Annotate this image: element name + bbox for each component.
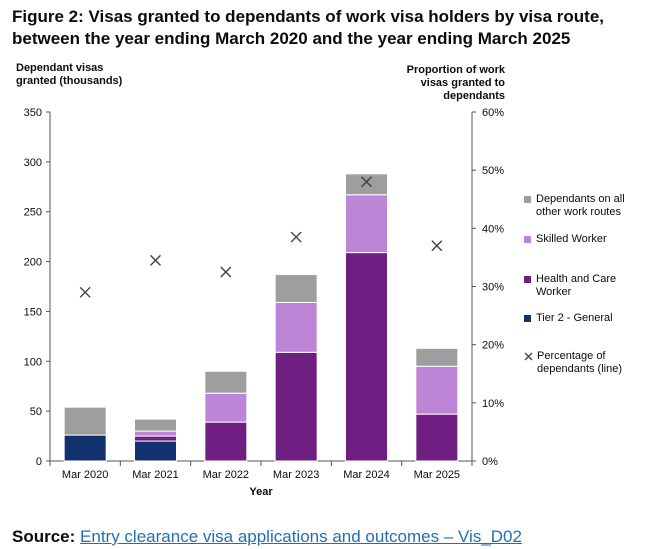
bar-segment-other-work-routes	[63, 406, 107, 436]
legend-item-skilled-worker: Skilled Worker	[524, 233, 607, 246]
line-marker-x	[290, 231, 302, 243]
x-tick-label: Mar 2025	[414, 469, 460, 481]
bar-segment-health-and-care	[134, 435, 177, 442]
legend-label-percentage-line: Percentage of dependants (line)	[537, 350, 623, 375]
bar-segment-other-work-routes	[204, 370, 248, 394]
y-tick-label: 50	[30, 406, 42, 418]
legend-label-other-work-routes: Dependants on all other work routes	[536, 193, 625, 218]
legend-item-other-work-routes: Dependants on all other work routes	[524, 193, 644, 219]
bar-segment-other-work-routes	[345, 173, 388, 196]
legend-label-health-and-care: Health and Care Worker	[536, 273, 617, 298]
line-marker-x	[220, 266, 232, 278]
legend-label-skilled-worker: Skilled Worker	[536, 233, 607, 245]
x-tick-label: Mar 2020	[62, 469, 108, 481]
line-marker-x	[431, 240, 443, 252]
y2-tick-label: 30%	[482, 282, 504, 294]
source-link[interactable]: Entry clearance visa applications and ou…	[80, 527, 522, 546]
x-tick-label: Mar 2024	[343, 469, 389, 481]
y-tick-label: 100	[24, 356, 42, 368]
y-tick-label: 200	[24, 257, 42, 269]
legend-swatch-other-work-routes	[524, 196, 531, 203]
legend-item-health-and-care: Health and Care Worker	[524, 273, 644, 299]
x-axis-label: Year	[249, 486, 273, 498]
x-tick-label: Mar 2021	[132, 469, 178, 481]
bar-segment-skilled-worker	[274, 301, 318, 353]
bar-segment-skilled-worker	[345, 194, 388, 254]
y2-tick-label: 40%	[482, 223, 504, 235]
y-tick-label: 150	[24, 306, 42, 318]
legend-swatch-tier2-general	[524, 315, 531, 322]
line-marker-x	[361, 176, 372, 188]
legend-swatch-skilled-worker	[524, 236, 531, 243]
y2-tick-label: 0%	[482, 456, 498, 468]
y2-tick-label: 20%	[482, 340, 504, 352]
line-marker-x	[79, 286, 91, 298]
legend-label-tier2-general: Tier 2 - General	[536, 312, 613, 324]
bar-segment-skilled-worker	[415, 365, 459, 415]
legend-item-percentage-line: Percentage of dependants (line)	[524, 350, 644, 376]
legend-swatch-health-and-care	[524, 276, 531, 283]
source-note: Source: Entry clearance visa application…	[12, 526, 522, 548]
bar-segment-health-and-care	[274, 351, 318, 462]
y2-tick-label: 50%	[482, 165, 504, 177]
y-tick-label: 250	[24, 207, 42, 219]
y-tick-label: 300	[24, 157, 42, 169]
legend-item-tier2-general: Tier 2 - General	[524, 312, 613, 325]
bar-segment-health-and-care	[204, 421, 248, 462]
chart-title: Figure 2: Visas granted to dependants of…	[12, 7, 605, 48]
source-label: Source:	[12, 527, 76, 546]
y2-tick-label: 60%	[482, 107, 504, 119]
y-axis-label-left: Dependant visas granted (thousands)	[16, 62, 123, 87]
x-tick-label: Mar 2022	[203, 469, 249, 481]
bar-segment-skilled-worker	[204, 392, 248, 423]
bar-segment-tier2-general	[134, 440, 177, 462]
y-tick-label: 350	[24, 107, 42, 119]
line-marker-x	[150, 254, 161, 266]
x-tick-label: Mar 2023	[273, 469, 319, 481]
bar-segment-other-work-routes	[134, 418, 177, 432]
bar-segment-health-and-care	[415, 413, 459, 462]
bar-segment-skilled-worker	[134, 430, 177, 437]
bar-segment-other-work-routes	[274, 274, 318, 303]
y-axis-label-right: Proportion of work visas granted to depe…	[406, 64, 505, 102]
bar-segment-health-and-care	[345, 252, 388, 462]
bar-segment-other-work-routes	[415, 347, 459, 367]
y2-tick-label: 10%	[482, 398, 504, 410]
bar-segment-tier2-general	[63, 434, 107, 462]
x-marker-icon	[524, 352, 533, 361]
y-tick-label: 0	[36, 456, 42, 468]
